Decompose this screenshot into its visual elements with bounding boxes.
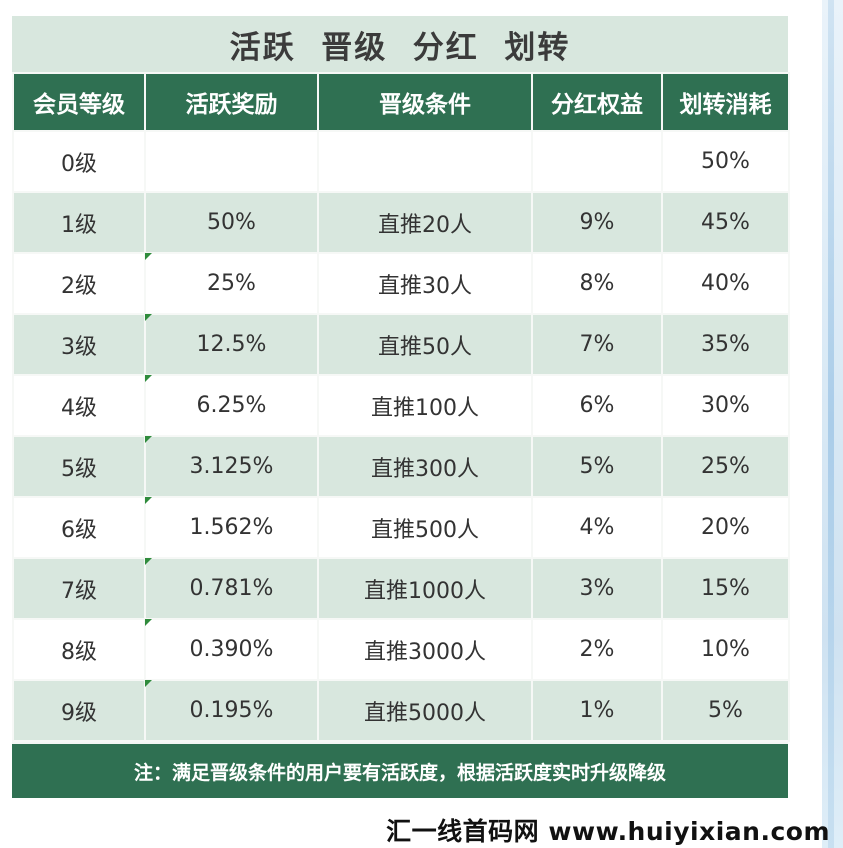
- cell-condition: [319, 132, 531, 191]
- cell-reward-text: 12.5%: [196, 332, 267, 357]
- note-text: 注：满足晋级条件的用户要有活跃度，根据活跃度实时升级降级: [133, 761, 666, 784]
- header-level: 会员等级: [14, 74, 144, 130]
- cell-level: 2级: [14, 254, 144, 313]
- cell-level: 5级: [14, 437, 144, 496]
- cell-dividend: 3%: [533, 559, 661, 618]
- cell-transfer: 45%: [663, 193, 788, 252]
- table-row: 9级 0.195% 直推5000人 1% 5%: [14, 680, 788, 740]
- table-row: 6级 1.562% 直推500人 4% 20%: [14, 497, 788, 557]
- cell-dividend: 6%: [533, 376, 661, 435]
- cell-reward: [146, 132, 317, 191]
- cell-reward-text: 1.562%: [189, 515, 274, 540]
- cell-condition: 直推20人: [319, 193, 531, 252]
- cell-condition: 直推50人: [319, 315, 531, 374]
- cell-dividend: [533, 132, 661, 191]
- table-row: 2级 25% 直推30人 8% 40%: [14, 253, 788, 313]
- cell-reward: 25%: [145, 253, 317, 313]
- page-title: 活跃 晋级 分红 划转: [229, 29, 571, 66]
- corner-mark-icon: [145, 680, 152, 687]
- note-bar: 注：满足晋级条件的用户要有活跃度，根据活跃度实时升级降级: [12, 744, 788, 798]
- cell-reward-text: 6.25%: [196, 393, 267, 418]
- watermark-text: 汇一线首码网 www.huiyixian.com: [386, 817, 830, 846]
- table-row: 8级 0.390% 直推3000人 2% 10%: [14, 619, 788, 679]
- cell-condition: 直推1000人: [319, 559, 531, 618]
- table-row: 4级 6.25% 直推100人 6% 30%: [14, 375, 788, 435]
- cell-condition: 直推30人: [319, 254, 531, 313]
- cell-level: 0级: [14, 132, 144, 191]
- header-transfer: 划转消耗: [663, 74, 788, 130]
- cell-dividend: 9%: [533, 193, 661, 252]
- cell-reward: 1.562%: [145, 497, 317, 557]
- cell-condition: 直推100人: [319, 376, 531, 435]
- cell-reward: 12.5%: [145, 314, 317, 374]
- corner-mark-icon: [145, 436, 152, 443]
- cell-level: 9级: [14, 681, 144, 740]
- cell-condition: 直推3000人: [319, 620, 531, 679]
- cell-dividend: 7%: [533, 315, 661, 374]
- cell-transfer: 25%: [663, 437, 788, 496]
- cell-condition: 直推500人: [319, 498, 531, 557]
- corner-mark-icon: [145, 314, 152, 321]
- cell-transfer: 50%: [663, 132, 788, 191]
- cell-reward-text: 25%: [207, 271, 256, 296]
- cell-dividend: 5%: [533, 437, 661, 496]
- table-header-row: 会员等级 活跃奖励 晋级条件 分红权益 划转消耗: [14, 74, 788, 130]
- cell-level: 4级: [14, 376, 144, 435]
- side-decoration-line: [828, 0, 834, 848]
- cell-dividend: 2%: [533, 620, 661, 679]
- cell-transfer: 40%: [663, 254, 788, 313]
- cell-reward: 50%: [146, 193, 317, 252]
- table-row: 1级 50% 直推20人 9% 45%: [14, 193, 788, 252]
- cell-reward: 0.781%: [145, 558, 317, 618]
- title-bar: 活跃 晋级 分红 划转: [12, 16, 788, 72]
- table-row: 7级 0.781% 直推1000人 3% 15%: [14, 558, 788, 618]
- corner-mark-icon: [145, 619, 152, 626]
- header-reward: 活跃奖励: [146, 74, 317, 130]
- cell-level: 8级: [14, 620, 144, 679]
- cell-condition: 直推300人: [319, 437, 531, 496]
- cell-reward-text: 3.125%: [189, 454, 274, 479]
- cell-transfer: 20%: [663, 498, 788, 557]
- cell-transfer: 30%: [663, 376, 788, 435]
- cell-dividend: 1%: [533, 681, 661, 740]
- corner-mark-icon: [145, 497, 152, 504]
- header-dividend: 分红权益: [533, 74, 661, 130]
- membership-table: 会员等级 活跃奖励 晋级条件 分红权益 划转消耗 0级 50% 1级 50% 直…: [12, 72, 790, 742]
- cell-reward: 6.25%: [145, 375, 317, 435]
- cell-transfer: 10%: [663, 620, 788, 679]
- cell-dividend: 8%: [533, 254, 661, 313]
- cell-transfer: 15%: [663, 559, 788, 618]
- cell-level: 1级: [14, 193, 144, 252]
- cell-level: 6级: [14, 498, 144, 557]
- cell-reward-text: 0.195%: [189, 698, 274, 723]
- cell-dividend: 4%: [533, 498, 661, 557]
- table-row: 0级 50%: [14, 132, 788, 191]
- corner-mark-icon: [145, 253, 152, 260]
- cell-level: 3级: [14, 315, 144, 374]
- cell-reward-text: 0.390%: [189, 637, 274, 662]
- cell-level: 7级: [14, 559, 144, 618]
- table-row: 3级 12.5% 直推50人 7% 35%: [14, 314, 788, 374]
- cell-reward: 3.125%: [145, 436, 317, 496]
- corner-mark-icon: [145, 558, 152, 565]
- cell-reward-text: 0.781%: [189, 576, 274, 601]
- cell-reward: 0.195%: [145, 680, 317, 740]
- cell-transfer: 35%: [663, 315, 788, 374]
- table-row: 5级 3.125% 直推300人 5% 25%: [14, 436, 788, 496]
- cell-condition: 直推5000人: [319, 681, 531, 740]
- corner-mark-icon: [145, 375, 152, 382]
- cell-reward: 0.390%: [145, 619, 317, 679]
- cell-transfer: 5%: [663, 681, 788, 740]
- header-condition: 晋级条件: [319, 74, 531, 130]
